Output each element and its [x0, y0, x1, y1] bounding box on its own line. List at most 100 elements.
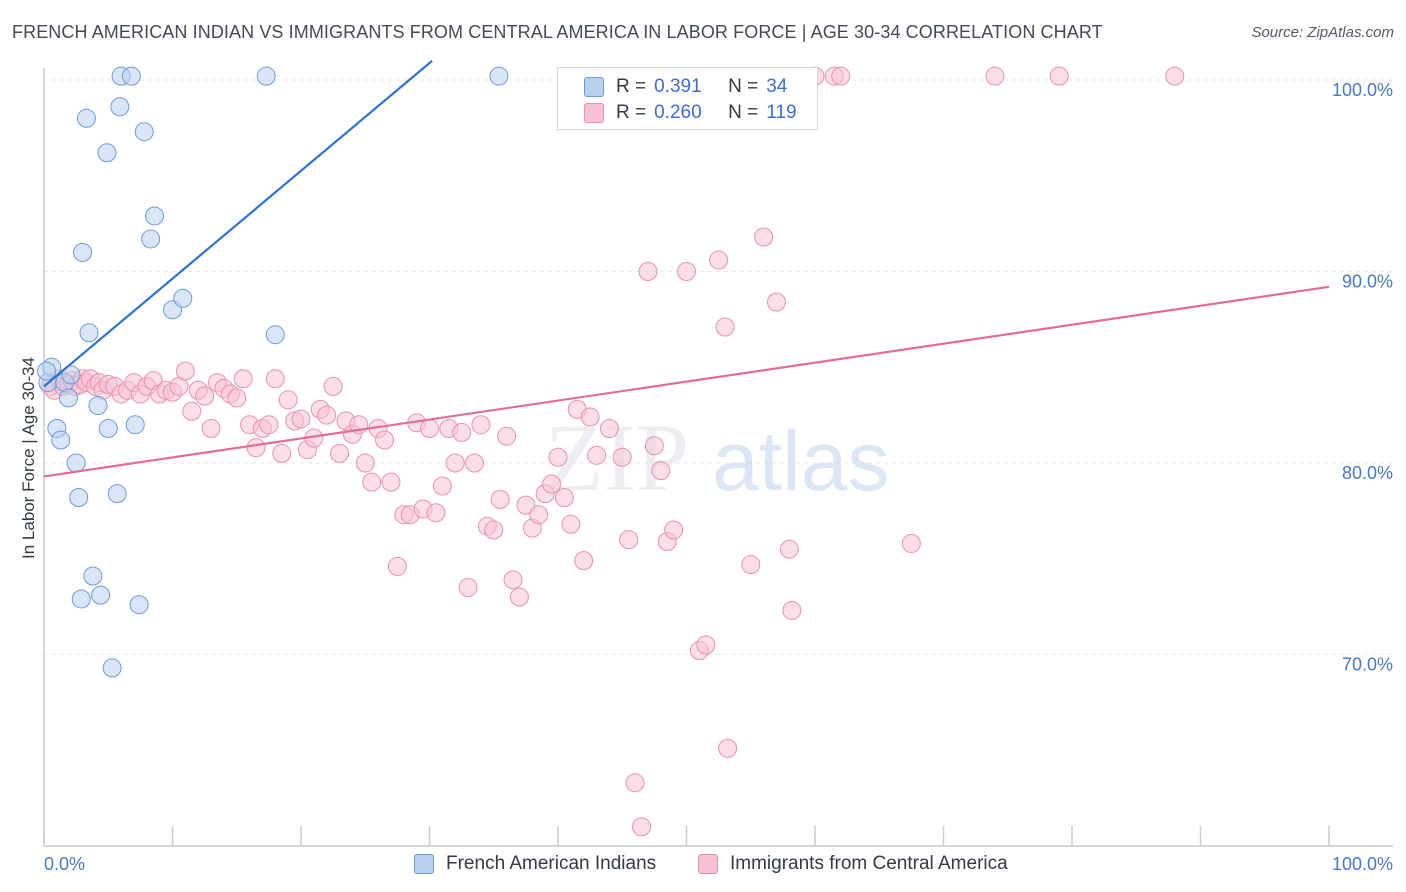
immigrants-point	[323, 376, 343, 396]
immigrants-point	[509, 587, 529, 607]
french-point	[88, 396, 108, 416]
immigrants-point	[632, 817, 652, 837]
french-point	[71, 589, 91, 609]
legend-item-french: French American Indians	[414, 852, 656, 876]
immigrants-point	[246, 438, 266, 458]
stats-legend-row-immigrants: R = 0.260 N = 119	[584, 101, 797, 125]
immigrants-point	[677, 262, 696, 281]
immigrants-point	[426, 503, 446, 523]
immigrants-point	[381, 472, 401, 492]
french-point	[61, 365, 81, 385]
y-tick-label: 90.0%	[1342, 272, 1393, 292]
french-point	[98, 419, 118, 439]
legend-label-french: French American Indians	[446, 853, 657, 874]
immigrants-point	[901, 533, 921, 553]
immigrants-point	[497, 426, 517, 446]
immigrants-point	[554, 487, 574, 507]
french-point	[134, 122, 154, 142]
french-point	[129, 595, 149, 615]
immigrants-point	[452, 422, 472, 442]
pink-swatch-icon	[584, 103, 604, 123]
immigrants-point	[503, 570, 523, 590]
chart-title: FRENCH AMERICAN INDIAN VS IMMIGRANTS FRO…	[12, 22, 1103, 42]
immigrants-point	[985, 66, 1005, 86]
immigrants-point	[420, 419, 439, 439]
stats-legend-row-french: R = 0.391 N = 34	[584, 75, 787, 99]
french-point	[121, 66, 141, 86]
french-point	[79, 323, 99, 343]
series-french-points	[37, 66, 509, 678]
immigrants-point	[1049, 66, 1069, 86]
immigrants-point	[696, 635, 716, 655]
immigrants-point	[587, 445, 607, 465]
french-point	[141, 229, 161, 249]
n-label: N =	[728, 76, 759, 97]
french-point	[489, 66, 509, 86]
r-label: R =	[616, 102, 647, 123]
trend-line-immigrants	[43, 285, 1330, 478]
immigrants-point	[754, 227, 774, 247]
y-axis-label: In Labor Force | Age 30-34	[19, 357, 38, 559]
immigrants-point	[542, 474, 562, 494]
immigrants-point	[201, 419, 221, 439]
immigrants-point	[612, 447, 632, 467]
french-point	[125, 415, 145, 435]
immigrants-point	[644, 436, 664, 456]
immigrants-point	[317, 405, 337, 425]
immigrants-point	[464, 453, 484, 473]
immigrants-point	[779, 539, 799, 559]
french-point	[110, 97, 130, 117]
stats-legend: R = 0.391 N = 34 R = 0.260 N = 119	[557, 67, 818, 130]
immigrants-point	[362, 472, 382, 492]
french-point	[173, 288, 193, 308]
y-tick-label: 70.0%	[1342, 655, 1393, 675]
legend-item-immigrants: Immigrants from Central America	[698, 852, 1008, 876]
immigrants-point	[580, 407, 600, 427]
axes	[43, 68, 1393, 847]
immigrants-point	[484, 520, 504, 540]
immigrants-point	[766, 292, 786, 312]
immigrants-point	[529, 505, 549, 525]
immigrants-point	[227, 388, 247, 408]
pink-swatch-icon	[698, 854, 718, 874]
french-point	[69, 487, 89, 507]
french-point	[58, 388, 78, 408]
immigrants-point	[715, 317, 735, 337]
immigrants-point	[291, 409, 311, 429]
french-point	[73, 242, 93, 262]
n-value-french: 34	[766, 76, 788, 97]
immigrants-point	[548, 447, 568, 467]
french-point	[265, 325, 285, 345]
french-point	[145, 206, 165, 226]
french-point	[66, 453, 86, 473]
immigrants-point	[330, 443, 350, 463]
n-value-immigrants: 119	[766, 102, 797, 123]
y-tick-labels: 70.0% 80.0% 90.0% 100.0%	[1332, 80, 1393, 675]
french-point	[102, 658, 122, 678]
watermark-atlas: atlas	[712, 414, 889, 508]
r-label: R =	[616, 76, 647, 97]
french-point	[256, 66, 276, 86]
immigrants-point	[233, 369, 253, 389]
immigrants-point	[625, 773, 645, 793]
immigrants-point	[278, 390, 298, 410]
gridlines	[44, 79, 1393, 655]
immigrants-point	[259, 415, 279, 435]
n-label: N =	[728, 102, 759, 123]
immigrants-point	[664, 520, 684, 540]
immigrants-point	[638, 262, 658, 281]
immigrants-point	[471, 415, 491, 435]
immigrants-point	[490, 489, 510, 509]
immigrants-point	[574, 551, 594, 571]
y-tick-label: 80.0%	[1342, 463, 1393, 483]
immigrants-point	[265, 369, 285, 389]
immigrants-point	[599, 419, 619, 439]
blue-swatch-icon	[414, 854, 434, 874]
immigrants-point	[375, 430, 395, 450]
immigrants-point	[387, 556, 407, 576]
legend-label-immigrants: Immigrants from Central America	[730, 853, 1008, 874]
french-point	[83, 566, 103, 586]
blue-swatch-icon	[584, 77, 604, 97]
immigrants-point	[718, 738, 738, 758]
